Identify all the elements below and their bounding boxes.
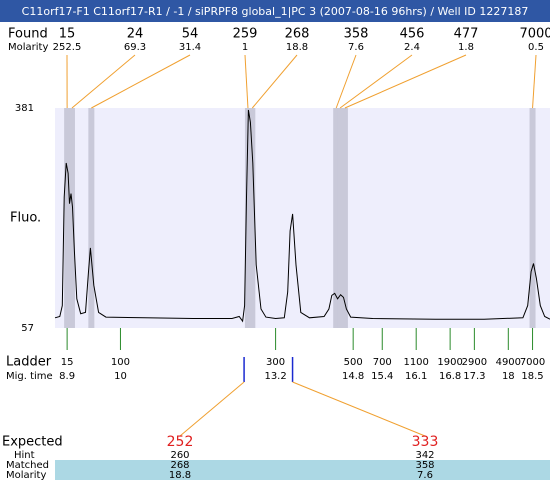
ladder-size: 500 [344, 357, 363, 368]
found-size: 456 [400, 27, 425, 42]
matched-size: 358 [415, 460, 434, 471]
found-size: 24 [127, 27, 144, 42]
ladder-time: 16.1 [405, 371, 427, 382]
peak-band [341, 108, 348, 328]
peak-band [529, 108, 536, 328]
mig-time-label: Mig. time [6, 371, 53, 382]
peak-band [333, 108, 340, 328]
found-label: Found [8, 27, 48, 42]
matched-molarity: 7.6 [417, 470, 433, 480]
hint-size: 260 [170, 450, 189, 461]
ladder-label: Ladder [6, 355, 52, 370]
peak-band [249, 108, 256, 328]
ladder-time: 18 [502, 371, 515, 382]
expected-molarity-label: Molarity [6, 470, 46, 480]
peak-connector [251, 54, 298, 109]
hint-size: 342 [415, 450, 434, 461]
found-molarity: 18.8 [286, 42, 308, 53]
expected-connector [292, 381, 426, 437]
ladder-time: 18.5 [521, 371, 543, 382]
title-bar [0, 0, 550, 22]
peak-band [64, 108, 71, 328]
matched-molarity: 18.8 [169, 470, 191, 480]
found-size: 54 [182, 27, 199, 42]
fluorescence-trace [54, 109, 550, 323]
peak-connector [91, 54, 191, 109]
found-molarity: 2.4 [404, 42, 420, 53]
ladder-time: 8.9 [59, 371, 75, 382]
ladder-size: 2900 [462, 357, 487, 368]
found-size: 358 [344, 27, 369, 42]
peak-band [337, 108, 344, 328]
peak-band [68, 108, 75, 328]
y-axis-label: Fluo. [10, 211, 41, 226]
found-size: 259 [233, 27, 258, 42]
ladder-size: 4900 [496, 357, 521, 368]
ladder-size: 700 [373, 357, 392, 368]
ladder-time: 13.2 [264, 371, 286, 382]
ladder-size: 300 [266, 357, 285, 368]
found-size: 15 [59, 27, 76, 42]
found-molarity: 1 [242, 42, 248, 53]
peak-connector [532, 54, 537, 109]
found-molarity: 0.5 [528, 42, 544, 53]
found-molarity: 1.8 [458, 42, 474, 53]
ladder-time: 14.8 [342, 371, 364, 382]
found-molarity: 31.4 [179, 42, 201, 53]
matched-label: Matched [6, 460, 49, 471]
peak-connector [71, 54, 136, 109]
ladder-time: 16.8 [439, 371, 461, 382]
ladder-time: 10 [114, 371, 127, 382]
found-molarity: 7.6 [348, 42, 364, 53]
y-tick-label: 57 [21, 323, 34, 334]
ladder-time: 15.4 [371, 371, 393, 382]
peak-connector [335, 54, 357, 109]
ladder-size: 7000 [520, 357, 545, 368]
found-molarity: 252.5 [53, 42, 82, 53]
found-size: 477 [454, 27, 479, 42]
peak-connector [344, 54, 467, 109]
found-size: 7000 [519, 27, 550, 42]
plot-area [55, 108, 550, 328]
chart-title: C11orf17-F1 C11orf17-R1 / -1 / siPRPF8 g… [22, 5, 529, 18]
y-tick-label: 381 [15, 103, 34, 114]
ladder-size: 100 [111, 357, 130, 368]
hint-label: Hint [14, 450, 35, 461]
ladder-size: 1100 [403, 357, 428, 368]
ladder-time: 17.3 [463, 371, 485, 382]
peak-connector [244, 54, 249, 109]
ladder-size: 1900 [437, 357, 462, 368]
matched-size: 268 [170, 460, 189, 471]
found-molarity: 69.3 [124, 42, 146, 53]
expected-label: Expected [2, 435, 63, 450]
expected-size: 252 [167, 434, 194, 450]
peak-connector [339, 54, 413, 109]
peak-band [88, 108, 95, 328]
peak-band [244, 108, 251, 328]
expected-size: 333 [412, 434, 439, 450]
matched-band [55, 460, 550, 480]
found-molarity-label: Molarity [8, 42, 48, 53]
expected-connector [179, 381, 245, 437]
ladder-size: 15 [61, 357, 74, 368]
found-size: 268 [285, 27, 310, 42]
